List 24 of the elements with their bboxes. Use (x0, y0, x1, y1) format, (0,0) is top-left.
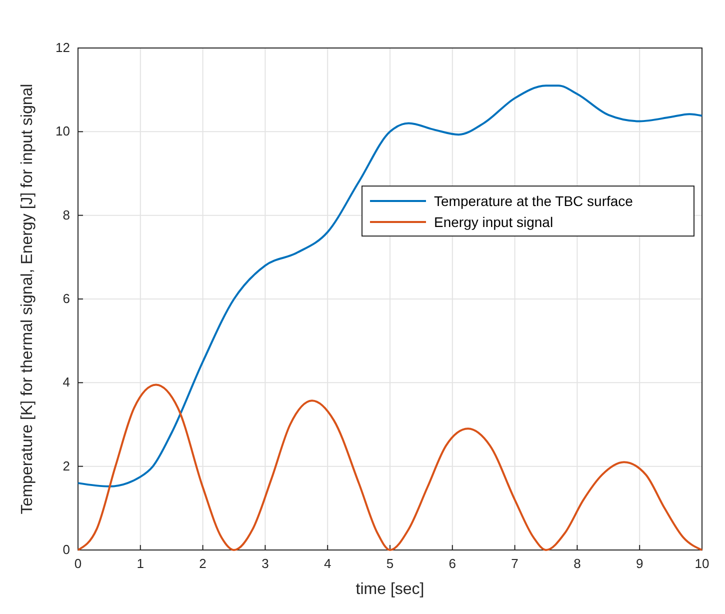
line-series (77, 384, 703, 551)
y-tick-label: 2 (62, 458, 70, 474)
legend-label: Energy input signal (434, 214, 554, 230)
line-series (77, 84, 703, 488)
x-tick-label: 5 (386, 556, 394, 571)
y-tick-label: 0 (62, 542, 70, 557)
x-axis-title: time [sec] (356, 581, 424, 598)
y-tick-label: 12 (56, 40, 70, 55)
y-tick-label: 4 (62, 374, 70, 390)
x-tick-label: 1 (136, 556, 144, 571)
x-tick-label: 9 (636, 556, 644, 571)
y-axis-title: Temperature [K] for thermal signal, Energy [J] for input signal (19, 84, 36, 514)
x-tick-label: 4 (324, 556, 332, 571)
x-tick-label: 10 (694, 556, 710, 571)
y-tick-label: 8 (62, 207, 70, 222)
legend-label: Temperature at the TBC surface (434, 193, 634, 210)
x-tick-label: 0 (74, 556, 82, 571)
x-tick-label: 2 (199, 556, 206, 571)
x-tick-label: 8 (574, 556, 581, 571)
x-tick-label: 7 (511, 556, 518, 571)
x-tick-label: 3 (262, 556, 269, 571)
x-tick-label: 6 (448, 556, 456, 571)
y-tick-label: 6 (62, 291, 70, 306)
y-tick-label: 10 (56, 124, 70, 139)
